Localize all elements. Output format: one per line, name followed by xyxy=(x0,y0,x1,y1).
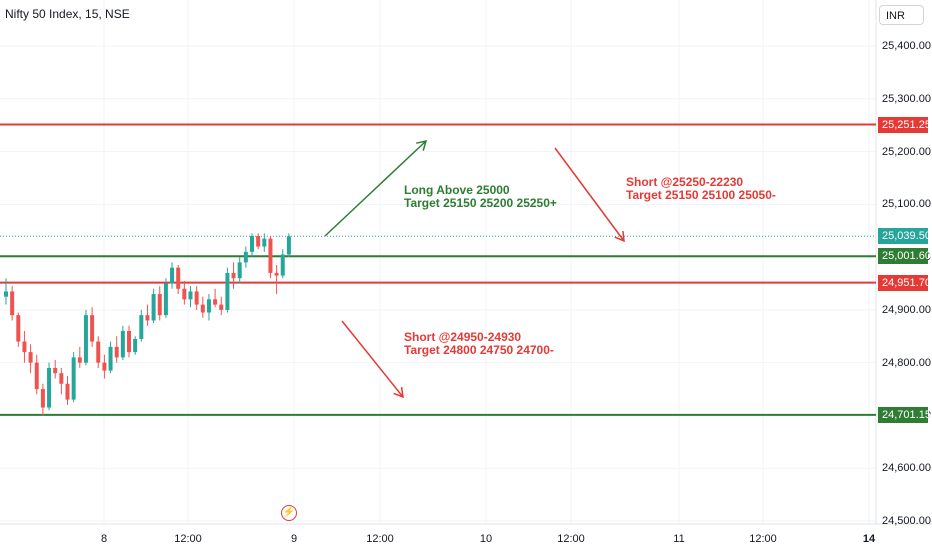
candle-body xyxy=(194,291,199,305)
candle-body xyxy=(206,299,211,313)
x-tick-label: 12:00 xyxy=(174,533,202,545)
candle-body xyxy=(71,357,76,400)
candle-body xyxy=(102,362,107,371)
x-tick-label: 12:00 xyxy=(366,533,394,545)
annotation-long: Long Above 25000 Target 25150 25200 2525… xyxy=(404,184,557,210)
candle-body xyxy=(280,254,285,276)
candle-body xyxy=(65,383,70,400)
x-tick-label: 12:00 xyxy=(749,533,777,545)
x-tick-label: 14 xyxy=(862,533,876,545)
y-tick-label: 24,500.00 xyxy=(882,515,931,527)
candle-body xyxy=(53,367,58,374)
x-tick-label: 11 xyxy=(673,533,685,545)
candle-body xyxy=(243,251,248,263)
y-tick-label: 24,600.00 xyxy=(882,462,931,475)
candle-body xyxy=(127,331,131,353)
y-tick-label: 25,400.00 xyxy=(882,40,931,52)
x-tick-label: 12:00 xyxy=(557,533,585,545)
candle-body xyxy=(237,262,242,279)
y-tick-label: 24,800.00 xyxy=(882,356,931,369)
candle-body xyxy=(96,341,101,363)
arrow-long xyxy=(324,140,427,237)
annotation-short-high: Short @25250-22230 Target 25150 25100 25… xyxy=(626,176,776,202)
candle-body xyxy=(274,272,279,276)
arrow-short-low-head xyxy=(393,386,404,399)
candle-body xyxy=(151,294,156,321)
annotation-short-high-line2: Target 25150 25100 25050- xyxy=(626,188,776,202)
annotation-short-high-line1: Short @25250-22230 xyxy=(626,175,744,189)
price-level-label: 25,001.60 xyxy=(878,248,931,265)
candle-body xyxy=(40,389,45,408)
candle-body xyxy=(170,267,175,284)
annotation-short-low-line1: Short @24950-24930 xyxy=(404,330,522,344)
candle-body xyxy=(256,236,261,247)
candle-body xyxy=(200,304,205,313)
y-tick-label: 24,900.00 xyxy=(882,303,931,316)
price-level-label: 24,951.70 xyxy=(878,274,931,291)
candle-body xyxy=(47,367,52,408)
candle-body xyxy=(231,272,236,279)
annotation-long-line2: Target 25150 25200 25250+ xyxy=(404,196,557,210)
candle-body xyxy=(262,238,267,247)
candle-body xyxy=(59,373,64,384)
candle-body xyxy=(10,291,15,316)
arrow-long-head xyxy=(416,139,428,151)
candle-body xyxy=(213,299,218,305)
candle-body xyxy=(83,315,88,363)
candle-body xyxy=(120,331,125,358)
candle-body xyxy=(286,236,291,255)
last-price-label: 25,039.50 xyxy=(878,228,931,245)
candle-body xyxy=(176,267,181,289)
candle-body xyxy=(28,352,33,363)
candle-body xyxy=(225,272,230,310)
price-level-label: 25,251.25 xyxy=(878,116,931,133)
candle-body xyxy=(114,346,119,358)
candle-body xyxy=(4,291,8,297)
grid xyxy=(0,0,876,524)
candle-body xyxy=(16,315,21,342)
candle-body xyxy=(133,338,138,353)
candle-body xyxy=(90,315,95,342)
candle-body xyxy=(77,357,82,363)
y-tick-label: 25,200.00 xyxy=(882,145,931,158)
arrow-short-high xyxy=(554,147,625,242)
candle-body xyxy=(268,238,273,273)
y-tick-label: 25,300.00 xyxy=(882,92,931,105)
arrow-short-low xyxy=(341,320,404,398)
candle-body xyxy=(219,304,224,310)
currency-selector[interactable]: INR xyxy=(879,5,924,25)
candle-body xyxy=(108,346,113,371)
symbol-title: Nifty 50 Index, 15, NSE xyxy=(5,7,130,21)
y-tick-label: 25,100.00 xyxy=(882,198,931,211)
candle-body xyxy=(139,315,144,339)
annotation-long-line1: Long Above 25000 xyxy=(404,183,510,197)
candle-body xyxy=(22,341,27,353)
x-tick-label: 10 xyxy=(479,533,493,545)
horizontal-levels xyxy=(0,123,876,416)
candles xyxy=(4,233,291,416)
x-tick-label: 8 xyxy=(100,533,108,545)
price-level-label: 24,701.15 xyxy=(878,406,931,423)
candle-body xyxy=(157,294,162,316)
x-tick-label: 9 xyxy=(290,533,298,545)
candle-body xyxy=(34,362,39,390)
arrow-short-high-head xyxy=(614,230,625,243)
candle-body xyxy=(250,236,254,252)
annotation-short-low: Short @24950-24930 Target 24800 24750 24… xyxy=(404,331,554,357)
annotation-short-low-line2: Target 24800 24750 24700- xyxy=(404,343,554,357)
candle-body xyxy=(188,291,193,300)
candle-body xyxy=(145,315,150,321)
lightning-icon[interactable]: ⚡ xyxy=(281,505,297,521)
trend-arrows xyxy=(324,139,625,399)
candle-body xyxy=(163,283,168,316)
candle-body xyxy=(182,288,187,300)
